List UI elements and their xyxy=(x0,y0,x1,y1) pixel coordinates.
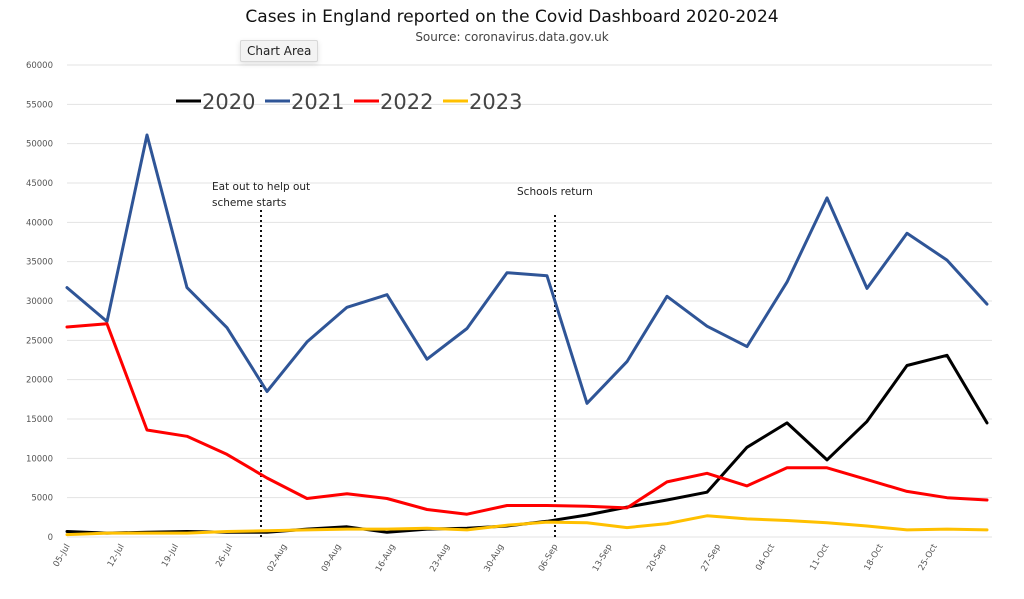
x-tick-label: 06-Sep xyxy=(537,543,561,574)
y-tick-label: 5000 xyxy=(31,494,53,504)
y-tick-label: 30000 xyxy=(26,297,53,307)
series-lines xyxy=(65,133,989,537)
x-tick-label: 27-Sep xyxy=(699,543,723,574)
series-line-2021 xyxy=(65,133,989,405)
x-tick-label: 20-Sep xyxy=(645,543,669,574)
legend-label-2023: 2023 xyxy=(469,90,522,114)
legend-label-2021: 2021 xyxy=(291,90,344,114)
y-tick-label: 10000 xyxy=(26,454,53,464)
y-tick-label: 25000 xyxy=(26,336,53,346)
x-tick-label: 04-Oct xyxy=(754,542,777,573)
x-tick-label: 23-Aug xyxy=(428,543,452,574)
x-tick-label: 02-Aug xyxy=(266,543,290,574)
chart-title: Cases in England reported on the Covid D… xyxy=(245,7,778,27)
x-tick-label: 18-Oct xyxy=(863,542,886,573)
chart-area-tooltip: Chart Area xyxy=(240,40,319,62)
series-line-2023 xyxy=(65,514,989,537)
y-tick-label: 50000 xyxy=(26,140,53,150)
series-line-2022 xyxy=(65,322,989,516)
y-tick-label: 60000 xyxy=(26,61,53,71)
x-tick-label: 13-Sep xyxy=(591,543,615,574)
x-tick-label: 12-Jul xyxy=(106,543,127,569)
x-tick-label: 09-Aug xyxy=(320,543,344,574)
legend-label-2020: 2020 xyxy=(202,90,255,114)
x-tick-label: 19-Jul xyxy=(160,543,181,569)
legend-label-2022: 2022 xyxy=(380,90,433,114)
legend: 2020 2021 2022 2023 xyxy=(176,90,522,114)
x-tick-label: 26-Jul xyxy=(214,543,235,569)
x-tick-label: 05-Jul xyxy=(52,543,73,569)
x-tick-label: 11-Oct xyxy=(808,542,831,573)
annotation-text: Schools return xyxy=(517,186,593,198)
x-tick-label: 30-Aug xyxy=(482,543,506,574)
y-tick-label: 45000 xyxy=(26,179,53,189)
y-axis-ticks: 0 5000 10000 15000 20000 25000 30000 35000 40000… xyxy=(26,61,53,543)
annotation-text: Eat out to help out xyxy=(212,181,310,193)
y-tick-label: 55000 xyxy=(26,100,53,110)
x-tick-label: 25-Oct xyxy=(917,542,940,573)
x-tick-label: 16-Aug xyxy=(374,543,398,574)
y-tick-label: 20000 xyxy=(26,376,53,386)
annotation-text: scheme starts xyxy=(212,197,286,209)
gridlines xyxy=(67,64,992,538)
annotations: Eat out to help out scheme starts Schools … xyxy=(212,181,593,540)
y-tick-label: 40000 xyxy=(26,218,53,228)
x-axis-ticks: 05-Jul 12-Jul 19-Jul 26-Jul 02-Aug 09-Aug 16-A… xyxy=(52,542,941,574)
y-tick-label: 15000 xyxy=(26,415,53,425)
y-tick-label: 35000 xyxy=(26,258,53,268)
chart-subtitle: Source: coronavirus.data.gov.uk xyxy=(415,30,608,44)
y-tick-label: 0 xyxy=(48,533,53,543)
